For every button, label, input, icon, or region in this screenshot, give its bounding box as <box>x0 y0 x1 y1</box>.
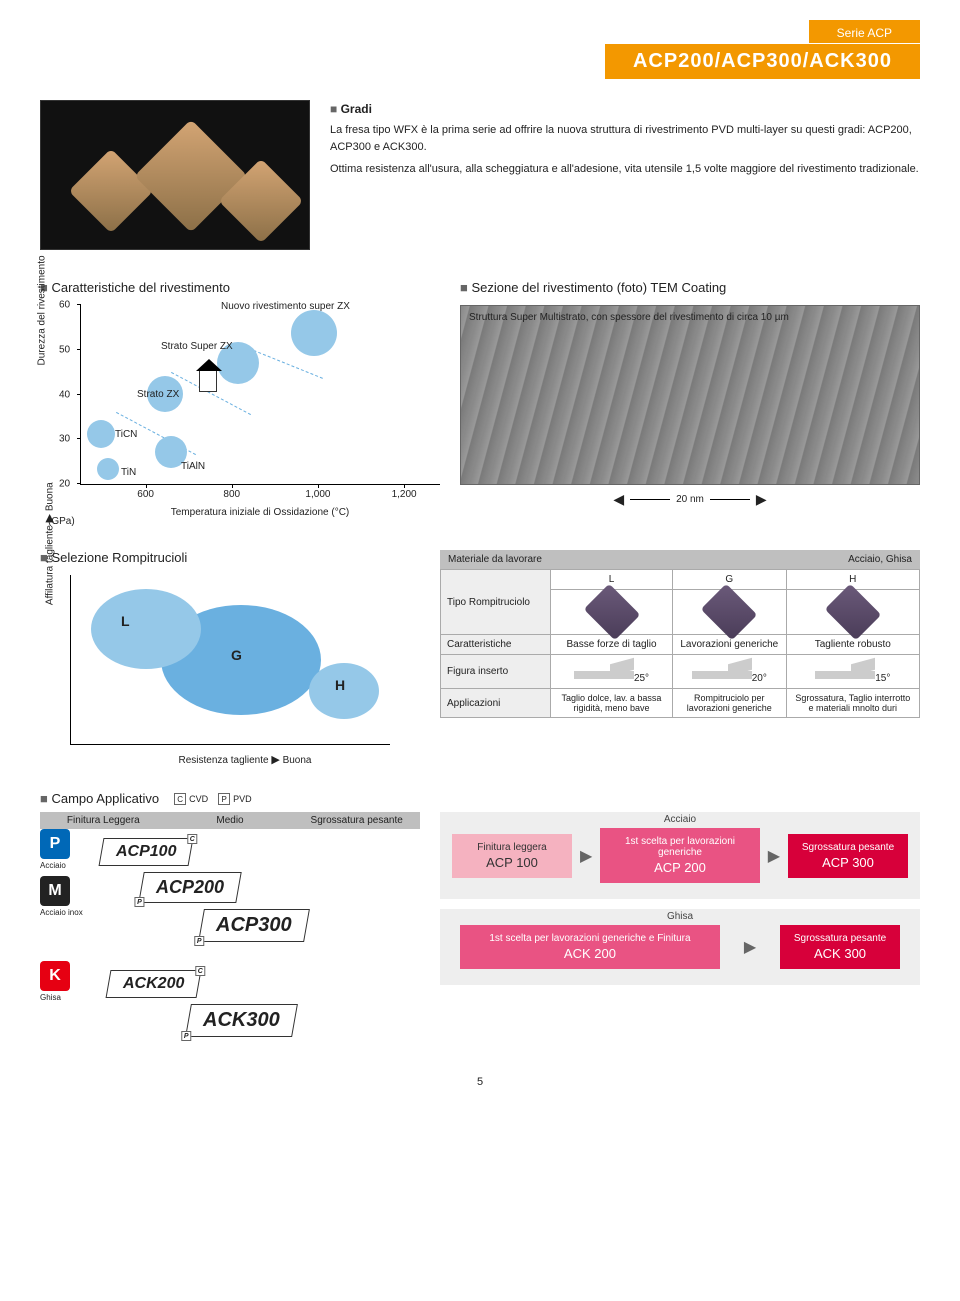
flow-box-acp300: Sgrossatura pesanteACP 300 <box>788 834 908 878</box>
gradi-heading: Gradi <box>330 100 920 118</box>
angle-icon <box>574 659 634 681</box>
insert-icon <box>701 584 758 641</box>
gradi-p1: La fresa tipo WFX è la prima serie ad of… <box>330 122 920 155</box>
coating-tin <box>97 458 119 480</box>
material-table: Materiale da lavorareAcciaio, Ghisa Tipo… <box>440 550 920 766</box>
coating-chart: Durezza del rivestimento (GPa) 20 30 40 … <box>80 305 440 525</box>
flow-box-acp100: Finitura leggeraACP 100 <box>452 834 572 878</box>
tem-title: Sezione del rivestimento (foto) TEM Coat… <box>460 280 920 295</box>
chip-title: Selezione Rompitrucioli <box>40 550 420 565</box>
flow-box-ack200: 1st scelta per lavorazioni generiche e F… <box>460 925 720 969</box>
tem-caption: Struttura Super Multistrato, con spessor… <box>469 312 911 323</box>
coating-ticn <box>87 420 115 448</box>
gradi-text: Gradi La fresa tipo WFX è la prima serie… <box>330 100 920 250</box>
flow-box-acp200: 1st scelta per lavorazioni genericheACP … <box>600 828 759 883</box>
page-number: 5 <box>40 1076 920 1088</box>
arrow-right-icon: ▶ <box>744 937 756 957</box>
header: Serie ACP ACP200/ACP300/ACK300 <box>40 20 920 90</box>
tem-scale: ◀20 nm▶ <box>460 491 920 508</box>
coating-nzx <box>291 310 337 356</box>
product-photo <box>40 100 310 250</box>
chart-ylabel: Durezza del rivestimento <box>37 255 48 365</box>
gradi-p2: Ottima resistenza all'usura, alla schegg… <box>330 161 920 178</box>
campo-legend: CCVD PPVD <box>174 793 252 805</box>
grade-acp300: ACP300P <box>198 909 309 942</box>
chip-diagram: Affilatura tagliente ▶ Buona L G H <box>70 575 390 745</box>
grade-ack200: ACK200C <box>106 970 202 998</box>
arrow-up-icon <box>199 368 217 392</box>
series-label: Serie ACP <box>809 20 920 43</box>
badge-m: M <box>40 876 70 906</box>
coating-title: Caratteristiche del rivestimento <box>40 280 440 295</box>
grade-acp200: ACP200P <box>138 872 242 903</box>
insert-icon <box>583 584 640 641</box>
insert-icon <box>825 584 882 641</box>
arrow-right-icon: ▶ <box>580 846 592 866</box>
page-title: ACP200/ACP300/ACK300 <box>605 44 920 79</box>
ellipse-l <box>91 589 201 669</box>
campo-title: Campo Applicativo <box>40 791 159 806</box>
campo-columns: Finitura LeggeraMedioSgrossatura pesante <box>40 812 420 829</box>
flow-ghisa: Ghisa 1st scelta per lavorazioni generic… <box>440 909 920 985</box>
flow-box-ack300: Sgrossatura pesanteACK 300 <box>780 925 900 969</box>
arrow-right-icon: ▶ <box>768 846 780 866</box>
tem-image: Struttura Super Multistrato, con spessor… <box>460 305 920 485</box>
grade-acp100: ACP100C <box>98 838 193 866</box>
flow-steel: Acciaio Finitura leggeraACP 100 ▶ 1st sc… <box>440 812 920 899</box>
angle-icon <box>815 659 875 681</box>
chart-xlabel: Temperatura iniziale di Ossidazione (°C) <box>80 507 440 518</box>
grade-ack300: ACK300P <box>185 1004 298 1037</box>
badge-p: P <box>40 829 70 859</box>
angle-icon <box>692 659 752 681</box>
badge-k: K <box>40 961 70 991</box>
